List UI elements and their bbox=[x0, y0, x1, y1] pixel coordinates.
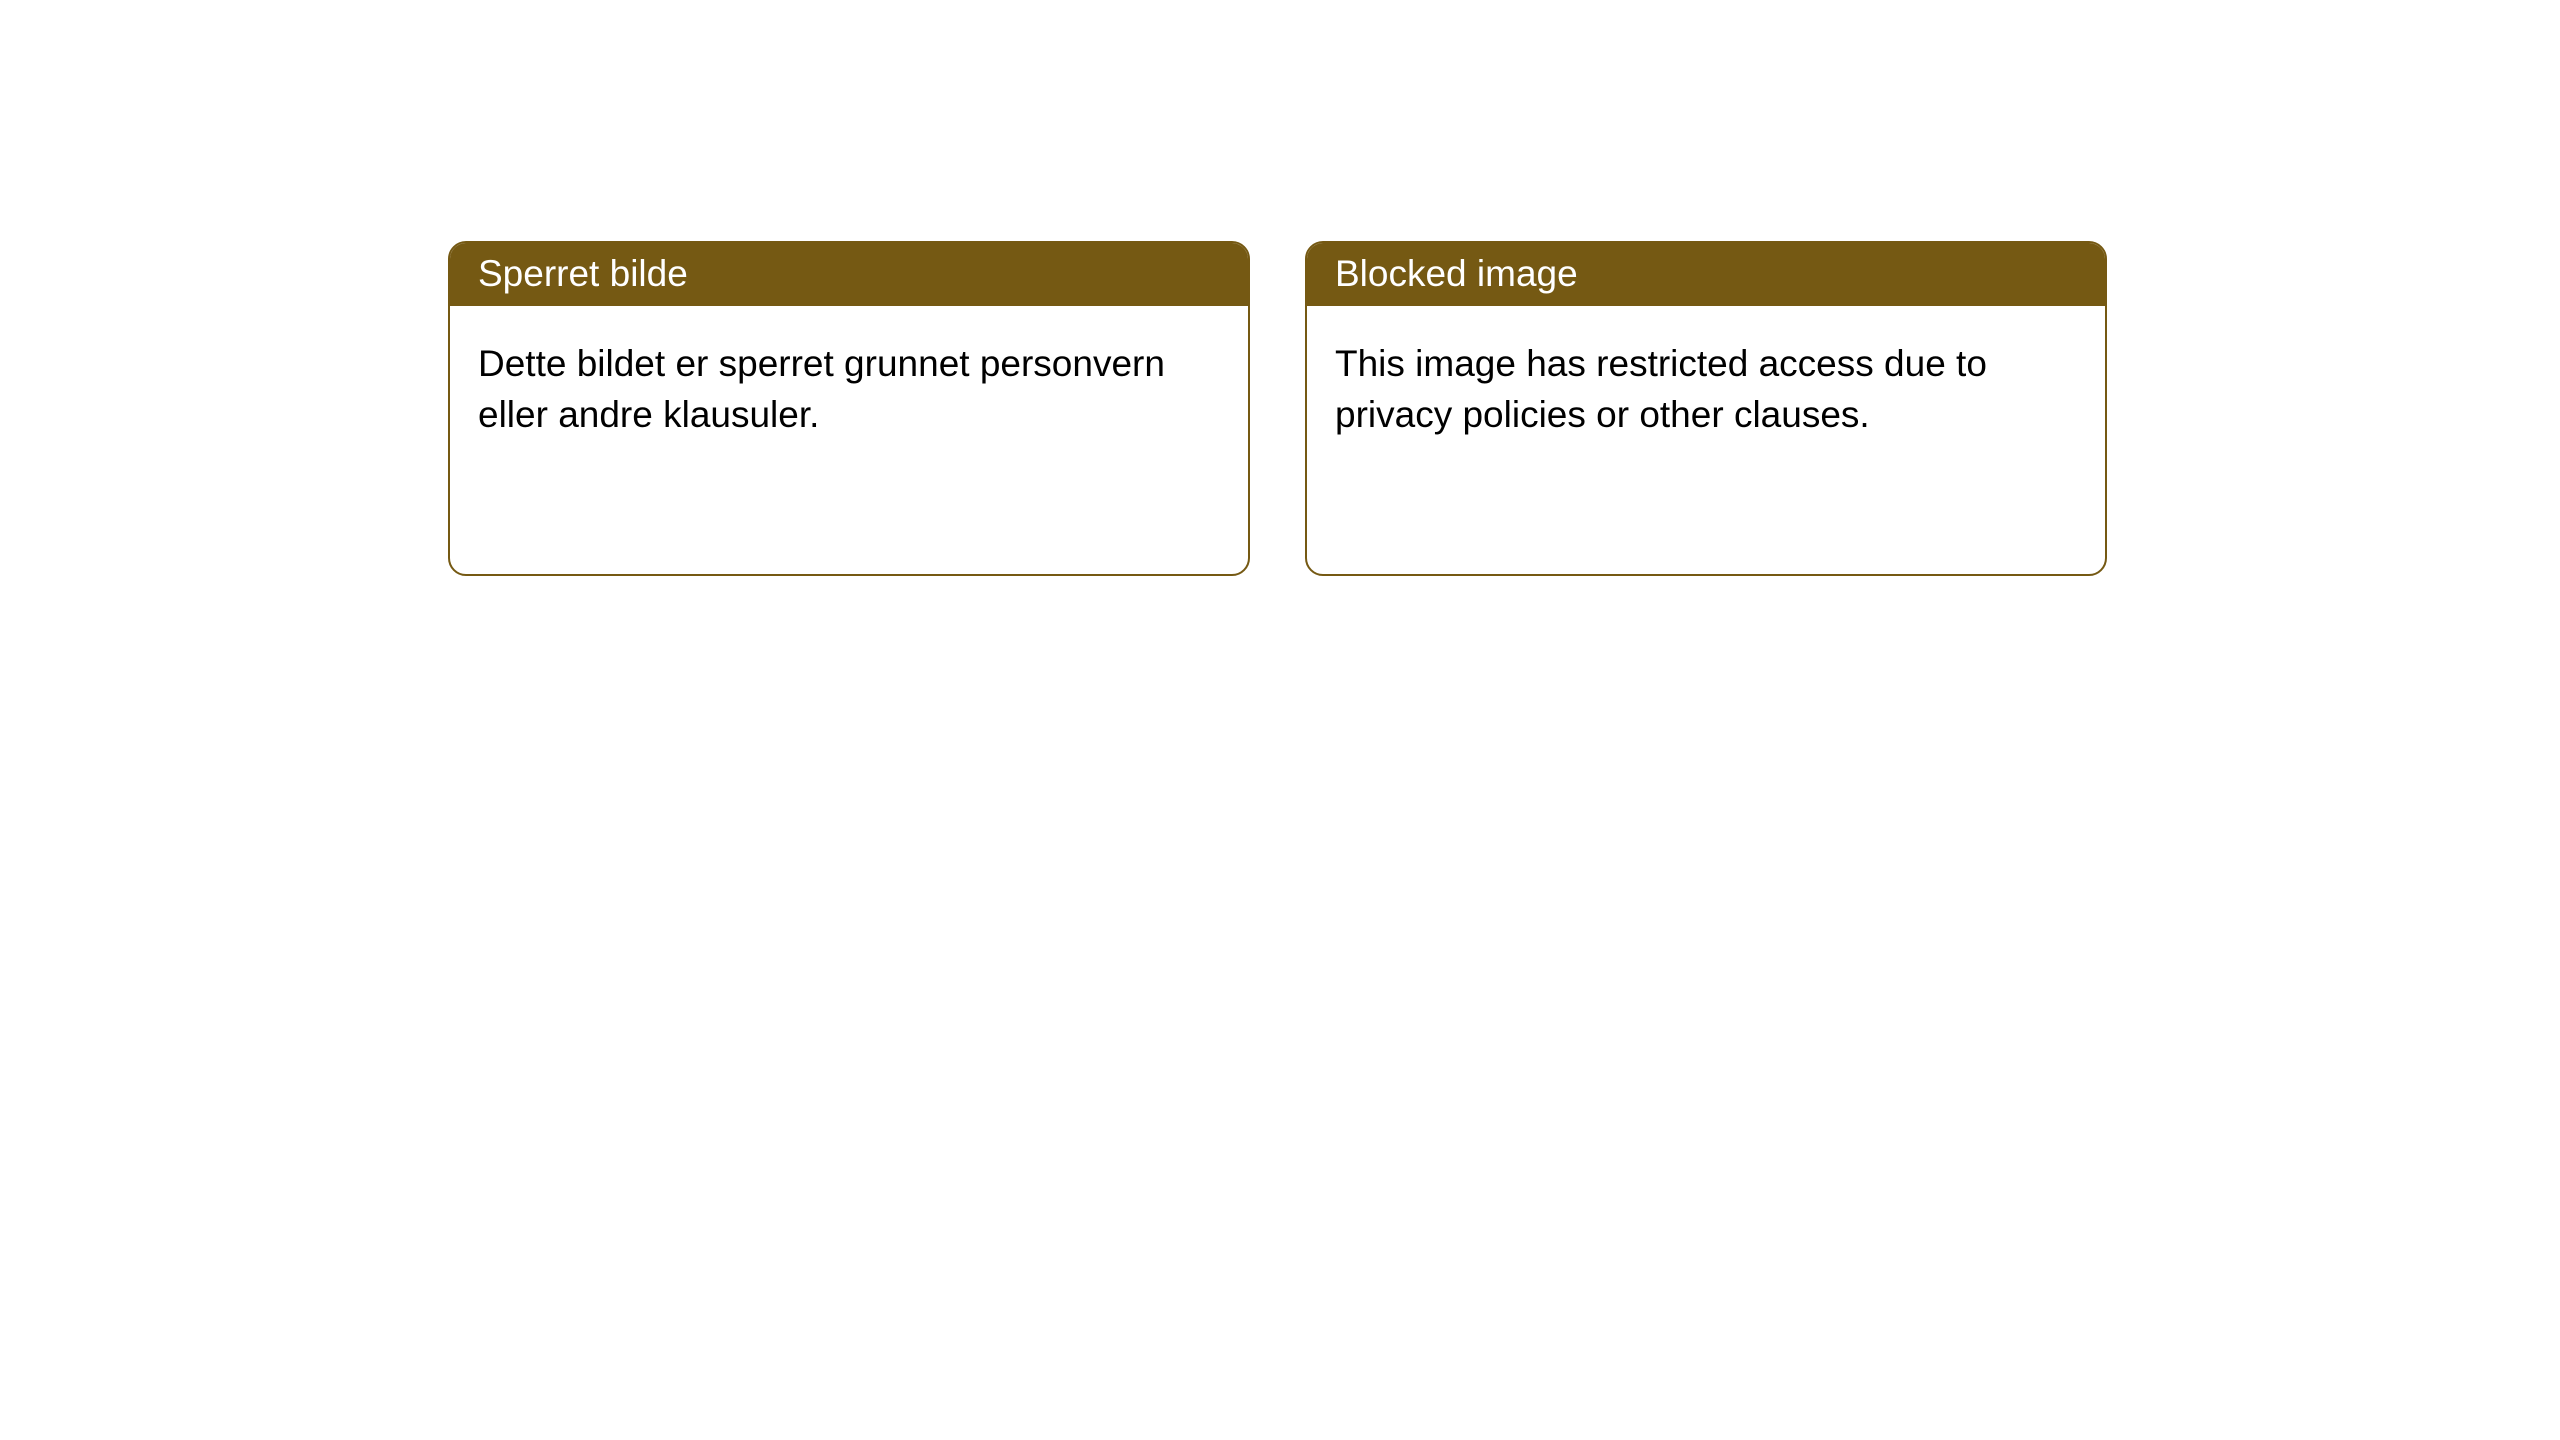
notice-body-en: This image has restricted access due to … bbox=[1307, 306, 2105, 460]
notice-card-no: Sperret bilde Dette bildet er sperret gr… bbox=[448, 241, 1250, 576]
notice-container: Sperret bilde Dette bildet er sperret gr… bbox=[0, 0, 2560, 576]
notice-header-no: Sperret bilde bbox=[450, 243, 1248, 306]
notice-card-en: Blocked image This image has restricted … bbox=[1305, 241, 2107, 576]
notice-header-en: Blocked image bbox=[1307, 243, 2105, 306]
notice-body-no: Dette bildet er sperret grunnet personve… bbox=[450, 306, 1248, 460]
